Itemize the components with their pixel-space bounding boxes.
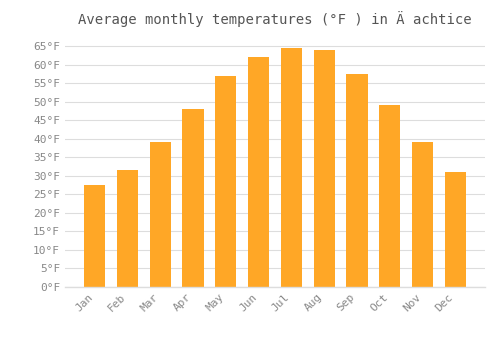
- Bar: [314, 50, 335, 287]
- Bar: [182, 109, 204, 287]
- Bar: [84, 185, 106, 287]
- Bar: [150, 142, 171, 287]
- Title: Average monthly temperatures (°F ) in Ä achtice: Average monthly temperatures (°F ) in Ä …: [78, 11, 472, 27]
- Bar: [379, 105, 400, 287]
- Bar: [346, 74, 368, 287]
- Bar: [117, 170, 138, 287]
- Bar: [215, 76, 236, 287]
- Bar: [444, 172, 466, 287]
- Bar: [248, 57, 270, 287]
- Bar: [280, 48, 302, 287]
- Bar: [412, 142, 433, 287]
